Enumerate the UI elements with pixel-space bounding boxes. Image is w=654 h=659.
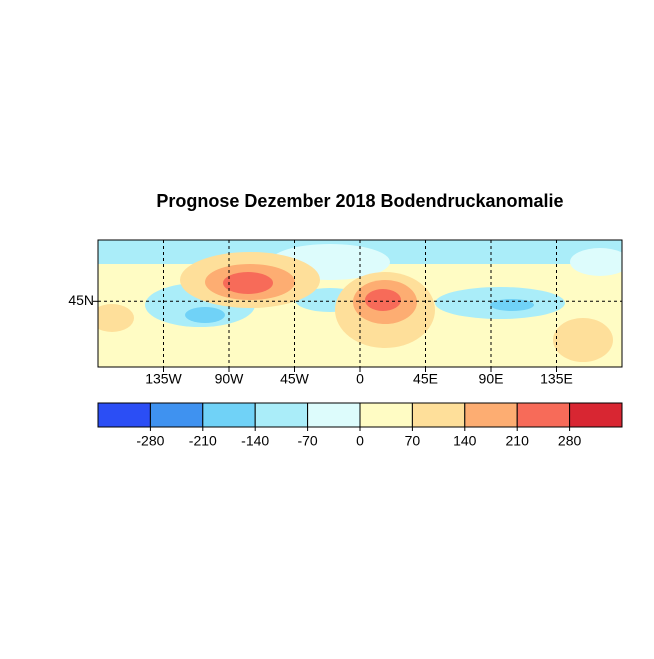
colorbar-label: -280 [136, 433, 164, 449]
map-frame [97, 239, 623, 368]
colorbar-box [516, 402, 571, 428]
colorbar-label: 70 [405, 433, 421, 449]
colorbar: -280 -210 -140 -70 0 70 140 210 280 [97, 402, 623, 449]
colorbar-label: 140 [453, 433, 477, 449]
x-tick-label: 45W [280, 371, 310, 387]
colorbar-box [202, 402, 256, 428]
colorbar-box [254, 402, 309, 428]
colorbar-box [411, 402, 466, 428]
x-tick-label: 135E [540, 371, 573, 387]
colorbar-label: -70 [297, 433, 317, 449]
x-tick-label: 90W [215, 371, 245, 387]
anomaly-field [98, 240, 622, 367]
x-tick-label: 0 [356, 371, 364, 387]
y-tick-label: 45N [68, 292, 94, 308]
colorbar-label: 210 [506, 433, 530, 449]
colorbar-label: 0 [356, 433, 364, 449]
x-tick-label: 135W [145, 371, 182, 387]
colorbar-box [569, 402, 623, 428]
chart-title: Prognose Dezember 2018 Bodendruckanomali… [156, 191, 563, 211]
colorbar-box [359, 402, 413, 428]
colorbar-label: 280 [558, 433, 582, 449]
map-axes: 135W 90W 45W 0 45E 90E 135E 45N [68, 240, 622, 387]
colorbar-box [464, 402, 518, 428]
x-tick-label: 45E [413, 371, 438, 387]
colorbar-box [149, 402, 204, 428]
colorbar-box [307, 402, 361, 428]
x-tick-label: 90E [479, 371, 504, 387]
colorbar-box [97, 402, 151, 428]
colorbar-label: -140 [241, 433, 269, 449]
colorbar-label: -210 [189, 433, 217, 449]
